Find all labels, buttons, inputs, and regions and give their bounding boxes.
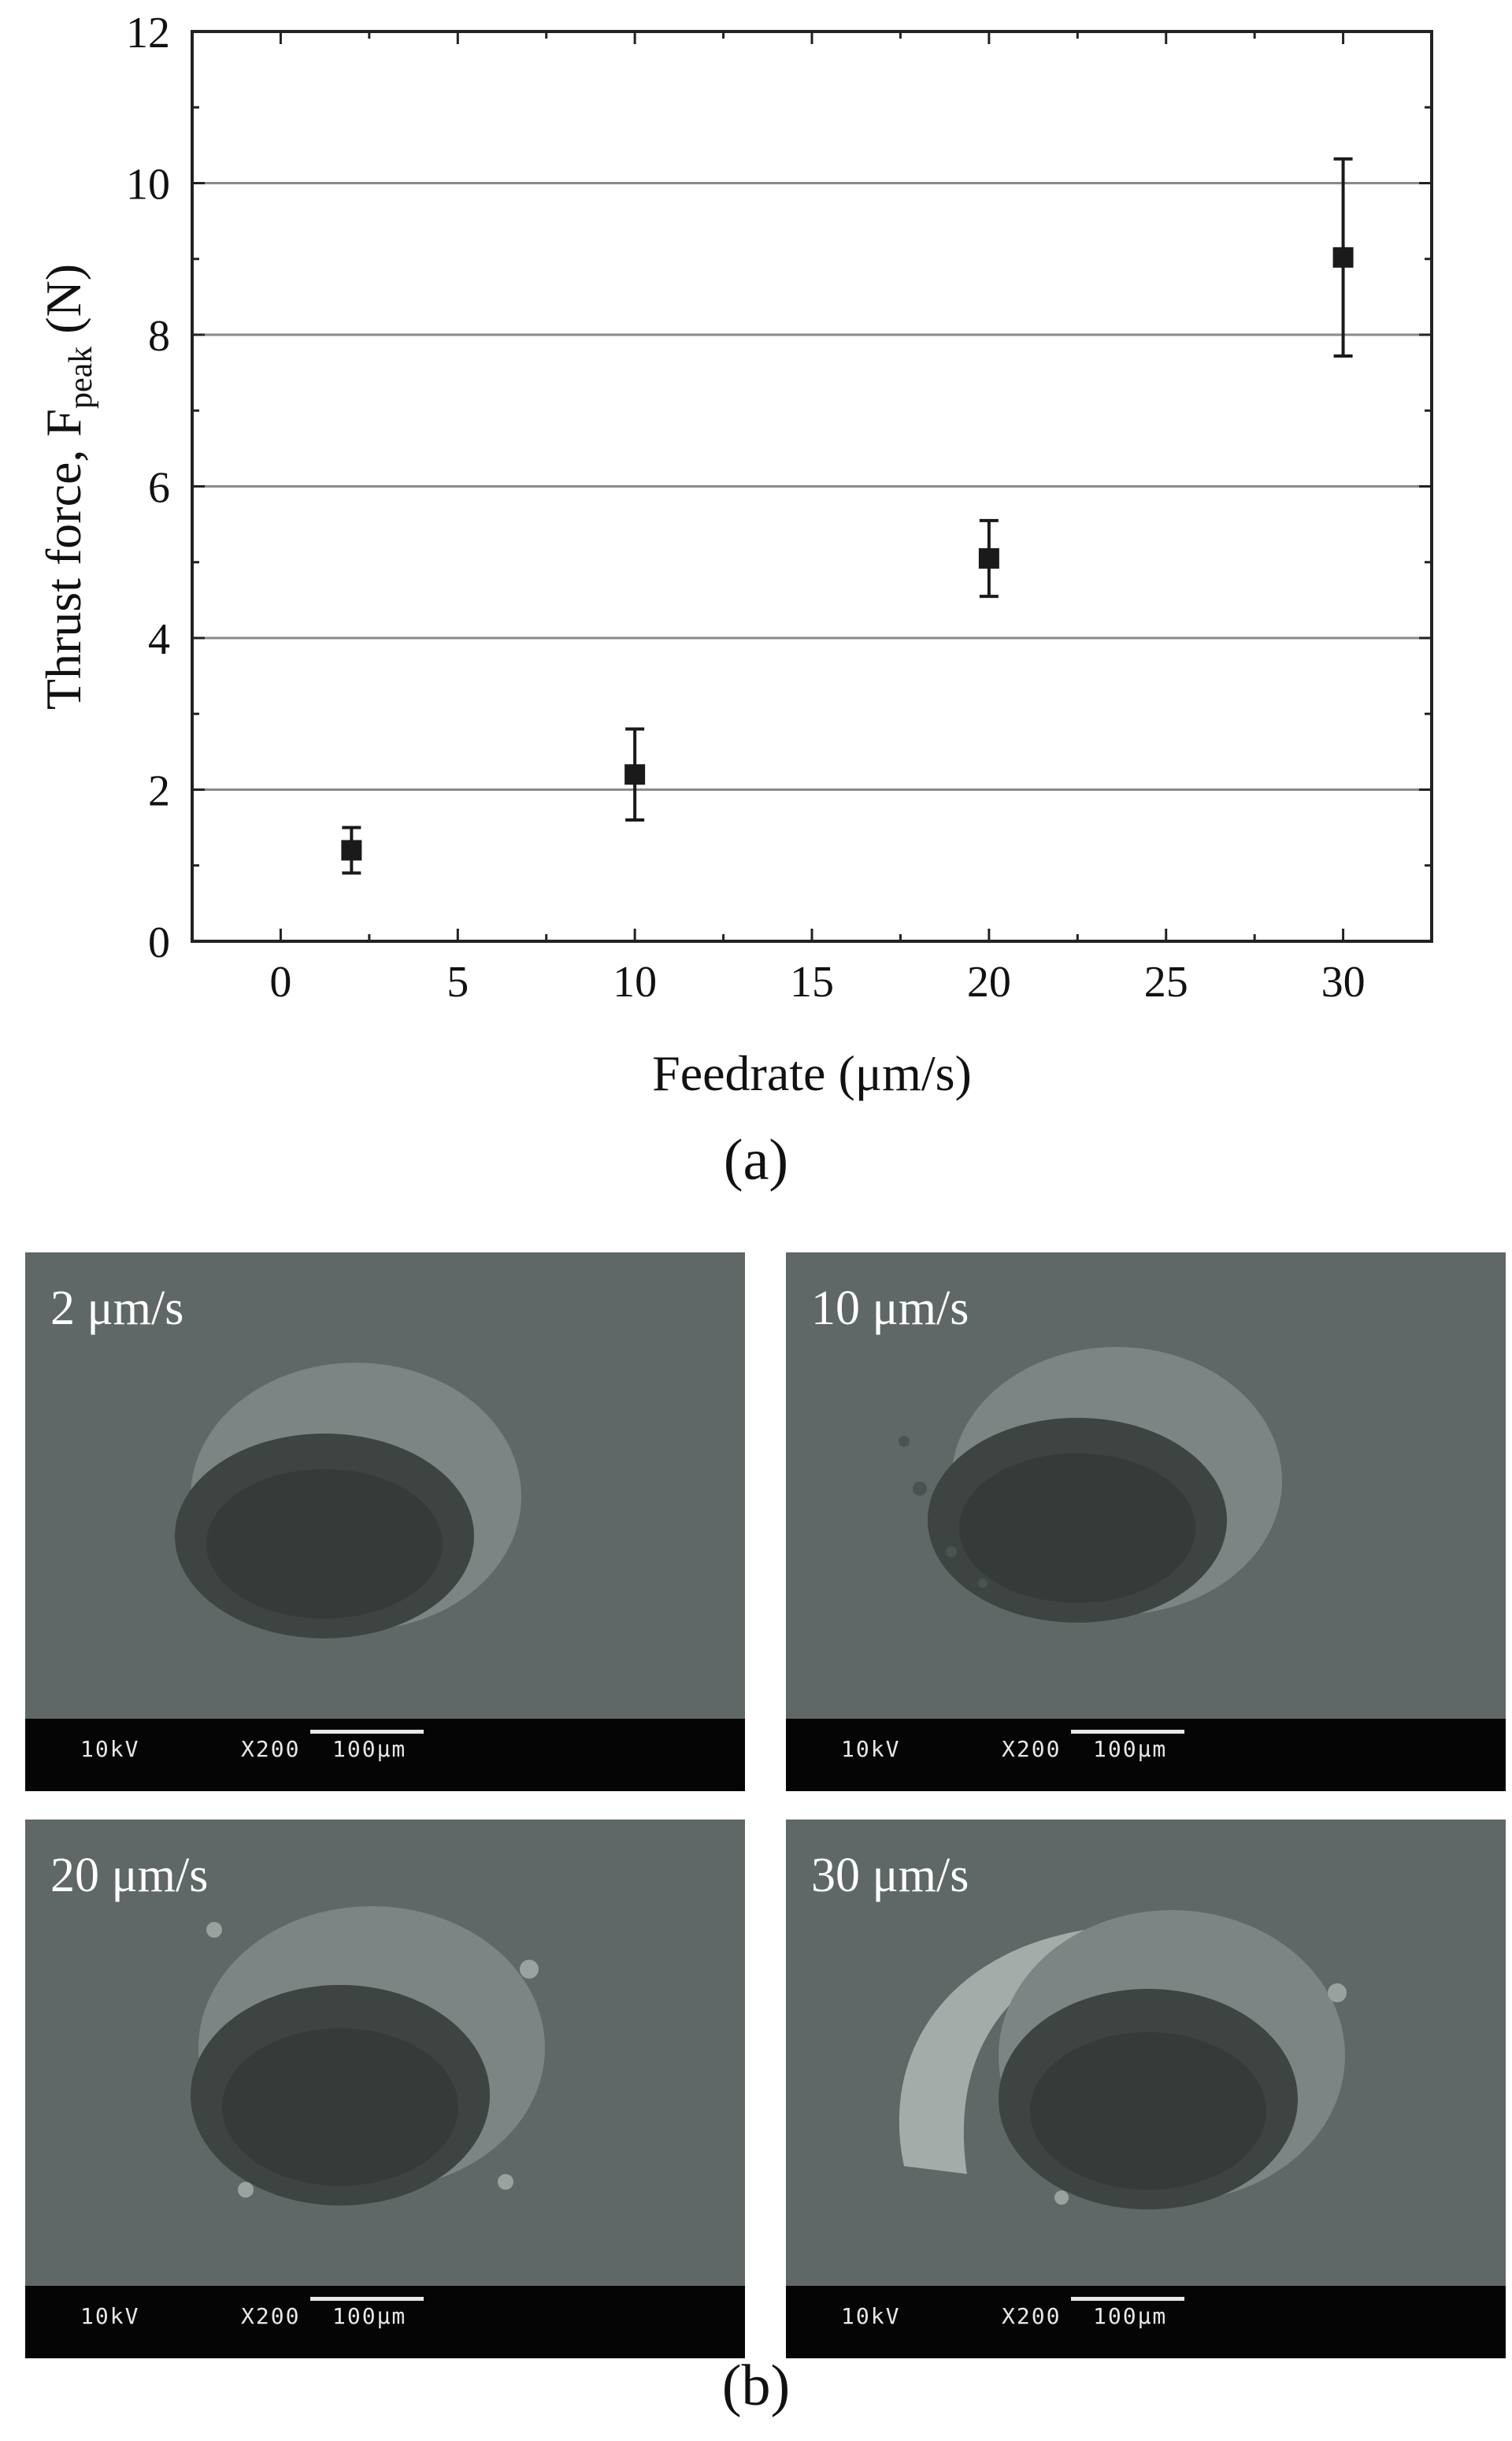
sem-magnification: X200 bbox=[241, 2303, 301, 2329]
thrust-force-chart: 0 2 4 6 8 10 12 0 5 10 15 20 25 30 Feedrate (μm/s) Th… bbox=[35, 9, 1433, 1101]
x-tick-label: 20 bbox=[967, 958, 1011, 1007]
data-point bbox=[1332, 247, 1354, 268]
y-tick-label: 2 bbox=[148, 767, 170, 816]
sem-info-bar: 10kV X200 100μm bbox=[786, 2286, 1506, 2358]
sem-voltage: 10kV bbox=[80, 1736, 140, 1762]
sem-label: 20 μm/s bbox=[50, 1849, 209, 1902]
sem-magnification: X200 bbox=[1002, 1736, 1062, 1762]
x-tick-label: 15 bbox=[790, 958, 834, 1007]
sem-voltage: 10kV bbox=[841, 1736, 901, 1762]
data-point bbox=[624, 764, 646, 785]
scale-bar bbox=[1071, 1730, 1184, 1734]
sem-voltage: 10kV bbox=[841, 2303, 901, 2329]
y-tick-label: 8 bbox=[148, 312, 170, 361]
sem-panel-30: 30 μm/s 10kV X200 100μm bbox=[786, 1820, 1506, 2358]
y-axis-label-unit: (N) bbox=[35, 264, 91, 347]
x-tick-label: 10 bbox=[613, 958, 657, 1007]
sem-scale: 100μm bbox=[1093, 2303, 1168, 2329]
sem-magnification: X200 bbox=[241, 1736, 301, 1762]
scale-bar bbox=[1071, 2297, 1184, 2301]
y-tick-label: 6 bbox=[148, 464, 170, 513]
sem-label: 2 μm/s bbox=[50, 1282, 184, 1335]
sem-label: 30 μm/s bbox=[811, 1849, 969, 1902]
y-tick-label: 4 bbox=[148, 615, 170, 664]
x-axis-label: Feedrate (μm/s) bbox=[652, 1045, 972, 1101]
sem-panel-10: 10 μm/s 10kV X200 100μm bbox=[786, 1252, 1506, 1791]
scale-bar bbox=[310, 2297, 424, 2301]
y-axis-label-sub: peak bbox=[63, 347, 99, 409]
caption-a: (a) bbox=[723, 1128, 789, 1193]
sem-info-bar: 10kV X200 100μm bbox=[25, 1719, 745, 1791]
sem-info-bar: 10kV X200 100μm bbox=[25, 2286, 745, 2358]
x-tick-label: 25 bbox=[1144, 958, 1188, 1007]
sem-magnification: X200 bbox=[1002, 2303, 1062, 2329]
caption-b: (b) bbox=[721, 2354, 791, 2418]
sem-scale: 100μm bbox=[332, 1736, 407, 1762]
sem-label: 10 μm/s bbox=[811, 1282, 969, 1335]
sem-panel-2: 2 μm/s 10kV X200 100μm bbox=[25, 1252, 745, 1791]
scale-bar bbox=[310, 1730, 424, 1734]
sem-scale: 100μm bbox=[1093, 1736, 1168, 1762]
x-tick-label: 0 bbox=[269, 958, 291, 1007]
y-axis-label: Thrust force, Fpeak (N) bbox=[35, 264, 99, 710]
x-tick-label: 30 bbox=[1321, 958, 1366, 1007]
sem-image bbox=[191, 1906, 545, 2205]
y-tick-label: 0 bbox=[148, 918, 170, 967]
y-tick-label: 12 bbox=[126, 9, 170, 58]
y-tick-label: 10 bbox=[126, 161, 170, 210]
sem-image bbox=[899, 1910, 1347, 2209]
sem-info-bar: 10kV X200 100μm bbox=[786, 1719, 1506, 1791]
sem-voltage: 10kV bbox=[80, 2303, 140, 2329]
data-point bbox=[978, 547, 999, 569]
sem-panel-20: 20 μm/s 10kV X200 100μm bbox=[25, 1820, 745, 2358]
sem-image bbox=[175, 1363, 521, 1638]
sem-image bbox=[899, 1347, 1282, 1623]
y-axis-label-main: Thrust force, F bbox=[35, 409, 91, 710]
x-tick-label: 5 bbox=[447, 958, 469, 1007]
data-point bbox=[341, 840, 362, 861]
sem-scale: 100μm bbox=[332, 2303, 407, 2329]
